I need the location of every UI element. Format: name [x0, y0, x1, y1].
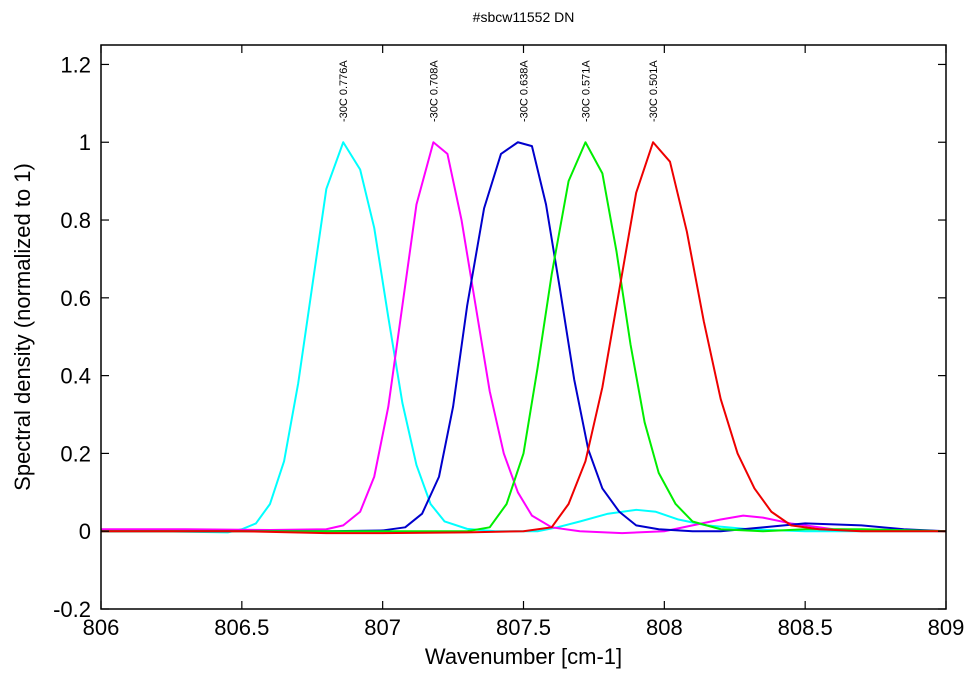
peak-annotation: -30C 0.776A: [338, 60, 350, 122]
x-tick-label: 806.5: [214, 615, 269, 640]
series-line-1: [101, 141, 946, 534]
x-tick-label: 807.5: [496, 615, 551, 640]
series-line-2: [101, 141, 947, 535]
axis-ticks: 806 806.5 807 807.5 808 808.5 809 -0.2 0 0.2 0.4 0.…: [53, 45, 964, 640]
x-axis-label: Wavenumber [cm-1]: [425, 644, 622, 669]
y-tick-label: -0.2: [53, 597, 91, 622]
y-tick-label: 0.2: [60, 441, 91, 466]
series-line-5: [101, 141, 946, 535]
x-tick-label: 807: [364, 615, 401, 640]
x-tick-label: 809: [928, 615, 965, 640]
peak-annotation: -30C 0.638A: [519, 60, 531, 122]
y-tick-label: 1: [79, 130, 91, 155]
annotations-group: -30C 0.776A -30C 0.708A -30C 0.638A -30C 0.…: [338, 60, 660, 122]
x-tick-label: 808.5: [778, 615, 833, 640]
peak-annotation: -30C 0.571A: [580, 60, 592, 122]
x-tick-label: 808: [646, 615, 683, 640]
series-line-4: [101, 141, 947, 533]
chart-title: #sbcw11552 DN: [473, 9, 575, 25]
series-group: [101, 141, 947, 535]
series-line-3: [101, 141, 947, 533]
y-tick-label: 1.2: [60, 52, 91, 77]
peak-annotation: -30C 0.708A: [428, 60, 440, 122]
peak-annotation: -30C 0.501A: [648, 60, 660, 122]
y-tick-label: 0: [79, 519, 91, 544]
y-tick-label: 0.8: [60, 208, 91, 233]
x-tick-label: 806: [83, 615, 120, 640]
y-tick-label: 0.4: [60, 364, 91, 389]
y-axis-label: Spectral density (normalized to 1): [10, 163, 35, 491]
y-tick-label: 0.6: [60, 286, 91, 311]
